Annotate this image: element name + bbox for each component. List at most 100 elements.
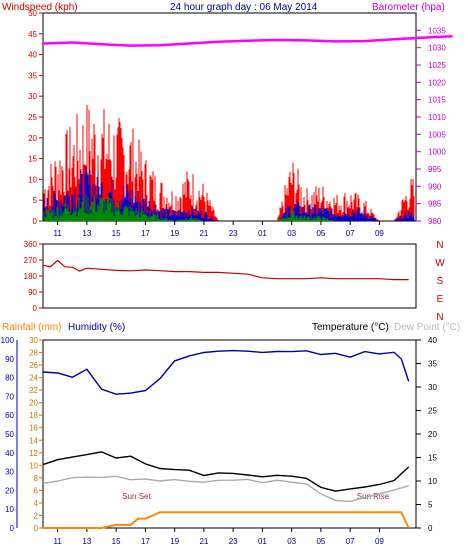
- rainfall-tick-label: 4: [34, 499, 39, 508]
- compass-label: N: [436, 312, 443, 323]
- temperature-line: [42, 451, 410, 492]
- x-tick-label: 21: [199, 537, 208, 546]
- compass-label: N: [436, 240, 443, 251]
- rainfall-tick-label: 6: [34, 486, 39, 495]
- x-tick-label: 11: [53, 229, 62, 238]
- x-tick-label: 09: [375, 229, 384, 238]
- dewpoint-axis-title: Dew Point (°C): [394, 322, 460, 333]
- barometer-line: [42, 34, 453, 47]
- humidity-axis-title: Humidity (%): [68, 322, 125, 333]
- x-tick-label: 17: [141, 537, 150, 546]
- x-tick-label: 13: [82, 229, 91, 238]
- humidity-tick-label: 80: [5, 374, 14, 383]
- rainfall-tick-label: 30: [29, 336, 38, 345]
- humidity-tick-label: 40: [5, 449, 14, 458]
- x-tick-label: 01: [258, 229, 267, 238]
- sunrise-label: Sun Rise: [357, 492, 390, 501]
- barometer-tick-label: 995: [428, 165, 442, 174]
- x-tick-label: 09: [375, 537, 384, 546]
- barometer-tick-label: 1020: [428, 78, 446, 87]
- windspeed-tick-label: 0: [33, 217, 38, 226]
- windspeed-axis-title: Windspeed (kph): [2, 2, 78, 13]
- barometer-tick-label: 1015: [428, 96, 446, 105]
- x-tick-label: 19: [170, 229, 179, 238]
- x-tick-label: 11: [53, 537, 62, 546]
- x-tick-label: 05: [316, 229, 325, 238]
- x-tick-label: 01: [258, 537, 267, 546]
- x-tick-label: 15: [112, 229, 121, 238]
- x-tick-label: 13: [82, 537, 91, 546]
- temperature-tick-label: 25: [428, 407, 437, 416]
- windspeed-tick-label: 20: [28, 134, 37, 143]
- panel2-frame: [42, 243, 417, 309]
- windspeed-tick-label: 5: [33, 196, 38, 205]
- rainfall-tick-label: 14: [29, 436, 38, 445]
- x-tick-label: 03: [287, 537, 296, 546]
- humidity-tick-label: 30: [5, 468, 14, 477]
- x-tick-label: 21: [199, 229, 208, 238]
- wind-direction-line: [42, 259, 409, 281]
- windspeed-tick-label: 30: [28, 92, 37, 101]
- direction-tick-label: 360: [24, 240, 38, 249]
- humidity-tick-label: 90: [5, 355, 14, 364]
- x-tick-label: 23: [229, 229, 238, 238]
- windspeed-tick-label: 40: [28, 51, 37, 60]
- temperature-axis-title: Temperature (°C): [312, 322, 389, 333]
- humidity-tick-label: 20: [5, 486, 14, 495]
- windspeed-tick-label: 50: [28, 9, 37, 18]
- windspeed-tick-label: 25: [28, 113, 37, 122]
- rainfall-tick-label: 24: [29, 374, 38, 383]
- rainfall-tick-label: 28: [29, 349, 38, 358]
- direction-tick-label: 0: [33, 304, 38, 313]
- windspeed-tick-label: 45: [28, 30, 37, 39]
- x-tick-label: 15: [112, 537, 121, 546]
- x-tick-label: 23: [229, 537, 238, 546]
- x-tick-label: 07: [346, 537, 355, 546]
- barometer-tick-label: 1010: [428, 113, 446, 122]
- temperature-tick-label: 30: [428, 383, 437, 392]
- graph-title: 24 hour graph day : 06 May 2014: [170, 2, 318, 13]
- rainfall-tick-label: 10: [29, 461, 38, 470]
- humidity-tick-label: 60: [5, 411, 14, 420]
- humidity-tick-label: 50: [5, 430, 14, 439]
- x-tick-label: 07: [346, 229, 355, 238]
- windspeed-tick-label: 35: [28, 71, 37, 80]
- rainfall-tick-label: 26: [29, 361, 38, 370]
- rainfall-tick-label: 2: [34, 511, 39, 520]
- barometer-tick-label: 1000: [428, 148, 446, 157]
- rainfall-tick-label: 12: [29, 449, 38, 458]
- x-tick-label: 17: [141, 229, 150, 238]
- x-tick-label: 05: [316, 537, 325, 546]
- temperature-tick-label: 5: [428, 501, 433, 510]
- sunset-label: Sun Set: [122, 492, 151, 501]
- temperature-tick-label: 35: [428, 360, 437, 369]
- rainfall-line: [43, 511, 410, 529]
- barometer-tick-label: 1025: [428, 61, 446, 70]
- windspeed-tick-label: 10: [28, 175, 37, 184]
- direction-tick-label: 180: [24, 272, 38, 281]
- barometer-tick-label: 1035: [428, 26, 446, 35]
- rainfall-tick-label: 0: [34, 524, 39, 533]
- wind-series-2: [43, 193, 336, 221]
- temperature-tick-label: 40: [428, 336, 437, 345]
- humidity-tick-label: 70: [5, 392, 14, 401]
- compass-label: W: [435, 258, 445, 269]
- panel1-series: [42, 34, 453, 221]
- barometer-axis-title: Barometer (hpa): [372, 2, 445, 13]
- windspeed-tick-label: 15: [28, 155, 37, 164]
- panel3-series: [42, 349, 410, 529]
- compass-label: E: [437, 294, 444, 305]
- x-tick-label: 19: [170, 537, 179, 546]
- panel3-axes: 0102030405060708090100024681012141618202…: [1, 336, 438, 546]
- barometer-tick-label: 980: [428, 217, 442, 226]
- barometer-tick-label: 1030: [428, 44, 446, 53]
- direction-tick-label: 270: [24, 256, 38, 265]
- compass-label: S: [437, 276, 444, 287]
- temperature-tick-label: 10: [428, 477, 437, 486]
- rainfall-tick-label: 8: [34, 474, 39, 483]
- temperature-tick-label: 15: [428, 454, 437, 463]
- rainfall-tick-label: 20: [29, 399, 38, 408]
- direction-tick-label: 90: [28, 288, 37, 297]
